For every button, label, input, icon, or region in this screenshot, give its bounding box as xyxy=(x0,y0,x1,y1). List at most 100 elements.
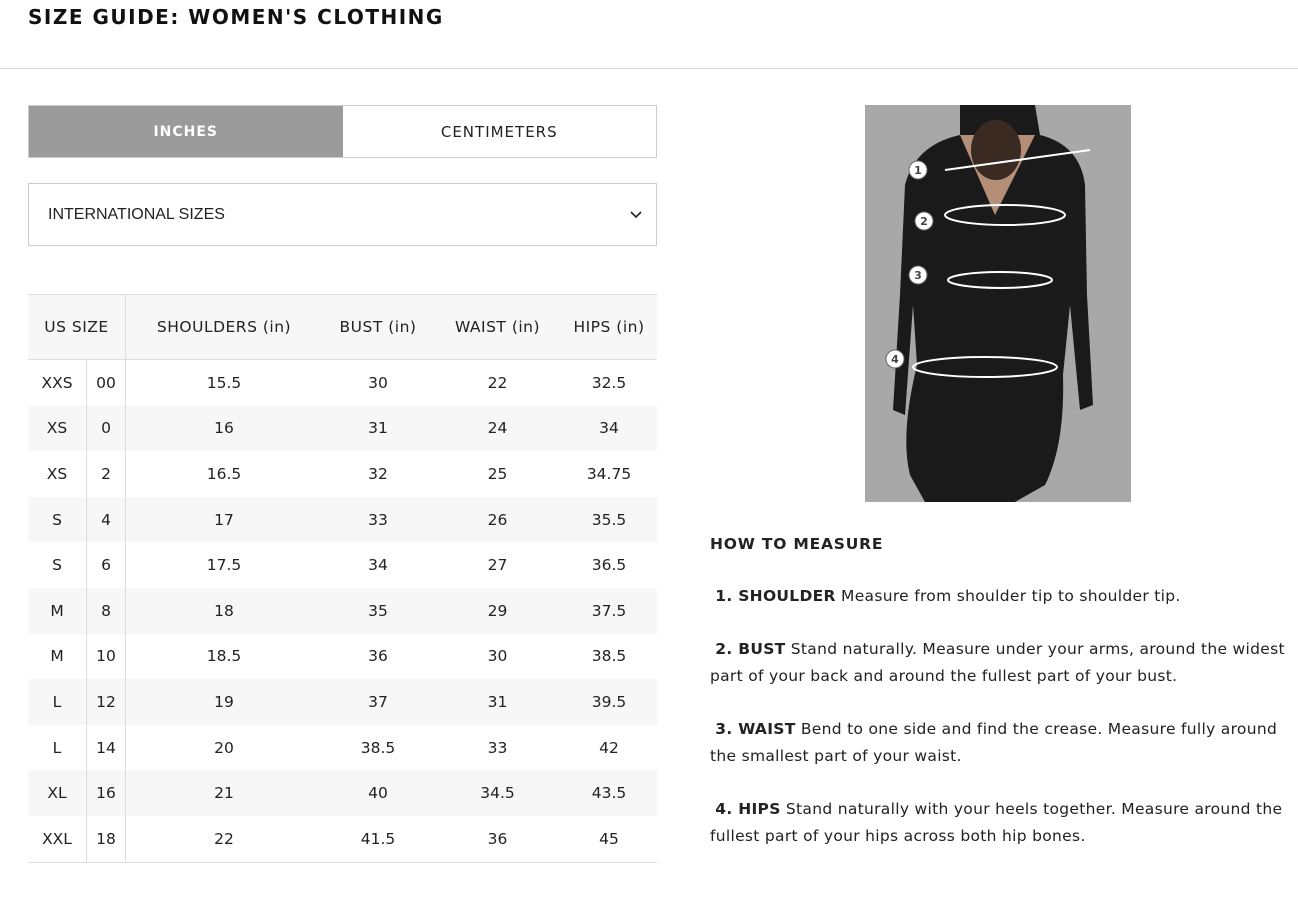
cell-intl-size: S xyxy=(28,496,87,543)
cell-shoulders: 18.5 xyxy=(206,647,242,666)
measure-step: 1. SHOULDER Measure from shoulder tip to… xyxy=(710,583,1290,610)
cell-intl-size: M xyxy=(28,633,87,680)
step-text: Stand naturally with your heels together… xyxy=(710,800,1283,845)
svg-text:3: 3 xyxy=(914,269,922,282)
page-title: SIZE GUIDE: WOMEN'S CLOTHING xyxy=(28,5,444,29)
cell-shoulders: 17.5 xyxy=(206,556,242,575)
unit-tabs: INCHES CENTIMETERS xyxy=(28,105,657,158)
divider xyxy=(0,68,1298,69)
tab-centimeters[interactable]: CENTIMETERS xyxy=(440,122,558,141)
cell-us-size: 14 xyxy=(86,724,126,771)
table-row: L 14 20 38.5 33 42 xyxy=(28,724,657,771)
cell-waist: 27 xyxy=(487,556,508,575)
table-row: XS 2 16.5 32 25 34.75 xyxy=(28,451,657,497)
header-bust: BUST (in) xyxy=(322,294,434,360)
model-silhouette xyxy=(893,105,1093,502)
header-waist: WAIST (in) xyxy=(434,294,561,360)
cell-waist: 36 xyxy=(434,815,561,863)
cell-hips: 35.5 xyxy=(561,496,657,543)
cell-waist: 34.5 xyxy=(434,770,561,816)
cell-us-size: 8 xyxy=(86,587,126,634)
chevron-down-icon xyxy=(630,210,642,218)
table-row: XL 16 21 40 34.5 43.5 xyxy=(28,770,657,816)
cell-hips: 34 xyxy=(561,405,657,452)
svg-text:2: 2 xyxy=(920,215,928,228)
measure-step: 4. HIPS Stand naturally with your heels … xyxy=(710,796,1290,850)
cell-waist: 33 xyxy=(487,738,508,757)
cell-bust: 31 xyxy=(322,405,434,452)
cell-intl-size: XS xyxy=(28,405,87,452)
table-row: M 10 18.5 36 30 38.5 xyxy=(28,633,657,680)
cell-waist: 22 xyxy=(487,373,508,392)
how-to-measure: HOW TO MEASURE 1. SHOULDER Measure from … xyxy=(710,531,1290,876)
cell-intl-size: L xyxy=(28,679,87,725)
table-row: XXS 00 15.5 30 22 32.5 xyxy=(28,359,657,406)
measure-step: 2. BUST Stand naturally. Measure under y… xyxy=(710,636,1290,690)
step-label: 4. HIPS xyxy=(715,800,781,818)
cell-intl-size: S xyxy=(28,542,87,588)
cell-waist: 30 xyxy=(487,647,508,666)
select-value: INTERNATIONAL SIZES xyxy=(48,205,225,223)
cell-us-size: 12 xyxy=(86,679,126,725)
table-row: XS 0 16 31 24 34 xyxy=(28,405,657,452)
cell-waist: 29 xyxy=(434,587,561,634)
measure-step: 3. WAIST Bend to one side and find the c… xyxy=(710,716,1290,770)
cell-bust: 36 xyxy=(368,647,388,666)
cell-waist: 24 xyxy=(434,405,561,452)
header-hips: HIPS (in) xyxy=(561,294,657,360)
step-text: Stand naturally. Measure under your arms… xyxy=(710,640,1285,685)
cell-hips: 39.5 xyxy=(561,679,657,725)
cell-bust: 37 xyxy=(322,679,434,725)
size-table: US SIZE SHOULDERS (in) BUST (in) WAIST (… xyxy=(28,294,657,863)
cell-intl-size: XL xyxy=(28,770,87,816)
cell-intl-size: XXS xyxy=(28,359,87,406)
table-row: L 12 19 37 31 39.5 xyxy=(28,679,657,725)
how-to-heading: HOW TO MEASURE xyxy=(710,535,884,553)
table-row: XXL 18 22 41.5 36 45 xyxy=(28,815,657,863)
cell-us-size: 6 xyxy=(86,542,126,588)
cell-us-size: 2 xyxy=(86,451,126,497)
table-row: S 6 17.5 34 27 36.5 xyxy=(28,542,657,588)
cell-hips: 43.5 xyxy=(561,770,657,816)
cell-intl-size: L xyxy=(28,724,87,771)
cell-us-size: 4 xyxy=(86,496,126,543)
step-label: 2. BUST xyxy=(715,640,786,658)
cell-intl-size: XS xyxy=(28,451,87,497)
cell-bust: 30 xyxy=(368,373,388,392)
measurement-diagram-image: 1 2 3 4 xyxy=(865,105,1131,502)
cell-hips: 36.5 xyxy=(591,556,627,575)
step-text: Bend to one side and find the crease. Me… xyxy=(710,720,1278,765)
marker-4: 4 xyxy=(885,349,905,369)
step-text: Measure from shoulder tip to shoulder ti… xyxy=(841,587,1181,605)
cell-shoulders: 19 xyxy=(125,679,322,725)
cell-bust: 34 xyxy=(368,556,388,575)
svg-text:4: 4 xyxy=(891,353,899,366)
cell-hips: 37.5 xyxy=(561,587,657,634)
cell-shoulders: 17 xyxy=(125,496,322,543)
table-row: M 8 18 35 29 37.5 xyxy=(28,587,657,634)
step-label: 3. WAIST xyxy=(715,720,796,738)
marker-1: 1 xyxy=(908,160,928,180)
size-system-select[interactable]: INTERNATIONAL SIZES xyxy=(28,183,657,246)
cell-shoulders: 15.5 xyxy=(206,373,242,392)
cell-bust: 41.5 xyxy=(322,815,434,863)
cell-hips: 42 xyxy=(599,738,619,757)
tab-inches[interactable]: INCHES xyxy=(29,106,343,157)
cell-intl-size: M xyxy=(28,587,87,634)
cell-shoulders: 16 xyxy=(125,405,322,452)
cell-waist: 31 xyxy=(434,679,561,725)
cell-us-size: 0 xyxy=(86,405,126,452)
cell-bust: 40 xyxy=(322,770,434,816)
cell-bust: 32 xyxy=(368,464,388,483)
header-shoulders: SHOULDERS (in) xyxy=(125,294,322,360)
cell-us-size: 18 xyxy=(86,815,126,863)
cell-intl-size: XXL xyxy=(28,815,87,863)
cell-shoulders: 22 xyxy=(125,815,322,863)
cell-hips: 32.5 xyxy=(591,373,627,392)
cell-us-size: 16 xyxy=(86,770,126,816)
marker-3: 3 xyxy=(908,265,928,285)
cell-hips: 45 xyxy=(561,815,657,863)
cell-shoulders: 21 xyxy=(125,770,322,816)
table-row: S 4 17 33 26 35.5 xyxy=(28,496,657,543)
cell-us-size: 00 xyxy=(86,359,126,406)
